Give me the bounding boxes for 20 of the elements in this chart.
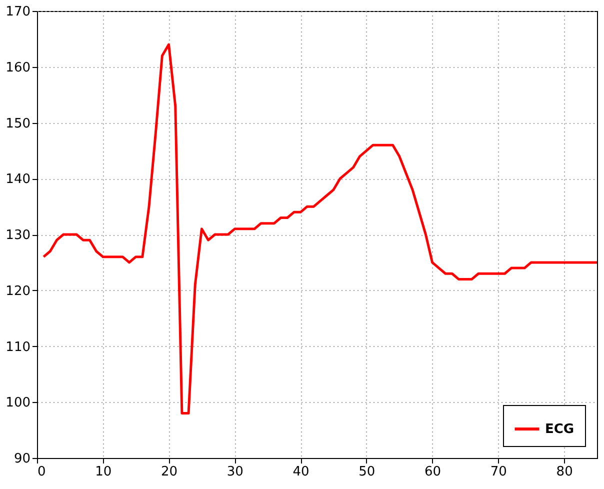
y-tick-label: 130: [6, 228, 30, 243]
line-series: [42, 43, 598, 415]
legend-label: ECG: [545, 422, 574, 437]
x-tick-label: 70: [490, 464, 507, 480]
x-tick-label: 0: [38, 464, 46, 480]
y-tick-label: 150: [6, 116, 30, 132]
y-tick-label: 140: [6, 172, 30, 188]
y-tick-label: 100: [6, 396, 30, 411]
y-tick-label: 110: [6, 340, 30, 355]
x-tick-label: 10: [95, 464, 112, 480]
x-tick-label: 80: [556, 464, 573, 480]
y-tick-label: 170: [6, 4, 30, 20]
x-tick-label: 20: [160, 464, 178, 480]
y-tick-label: 90: [14, 452, 30, 466]
x-tick-label: 40: [292, 464, 310, 480]
x-tick-label: 30: [226, 464, 244, 480]
y-tick-label: 160: [6, 60, 30, 76]
x-tick-label: 50: [358, 464, 376, 480]
y-tick-label: 120: [6, 284, 30, 299]
x-tick-label: 60: [424, 464, 442, 480]
